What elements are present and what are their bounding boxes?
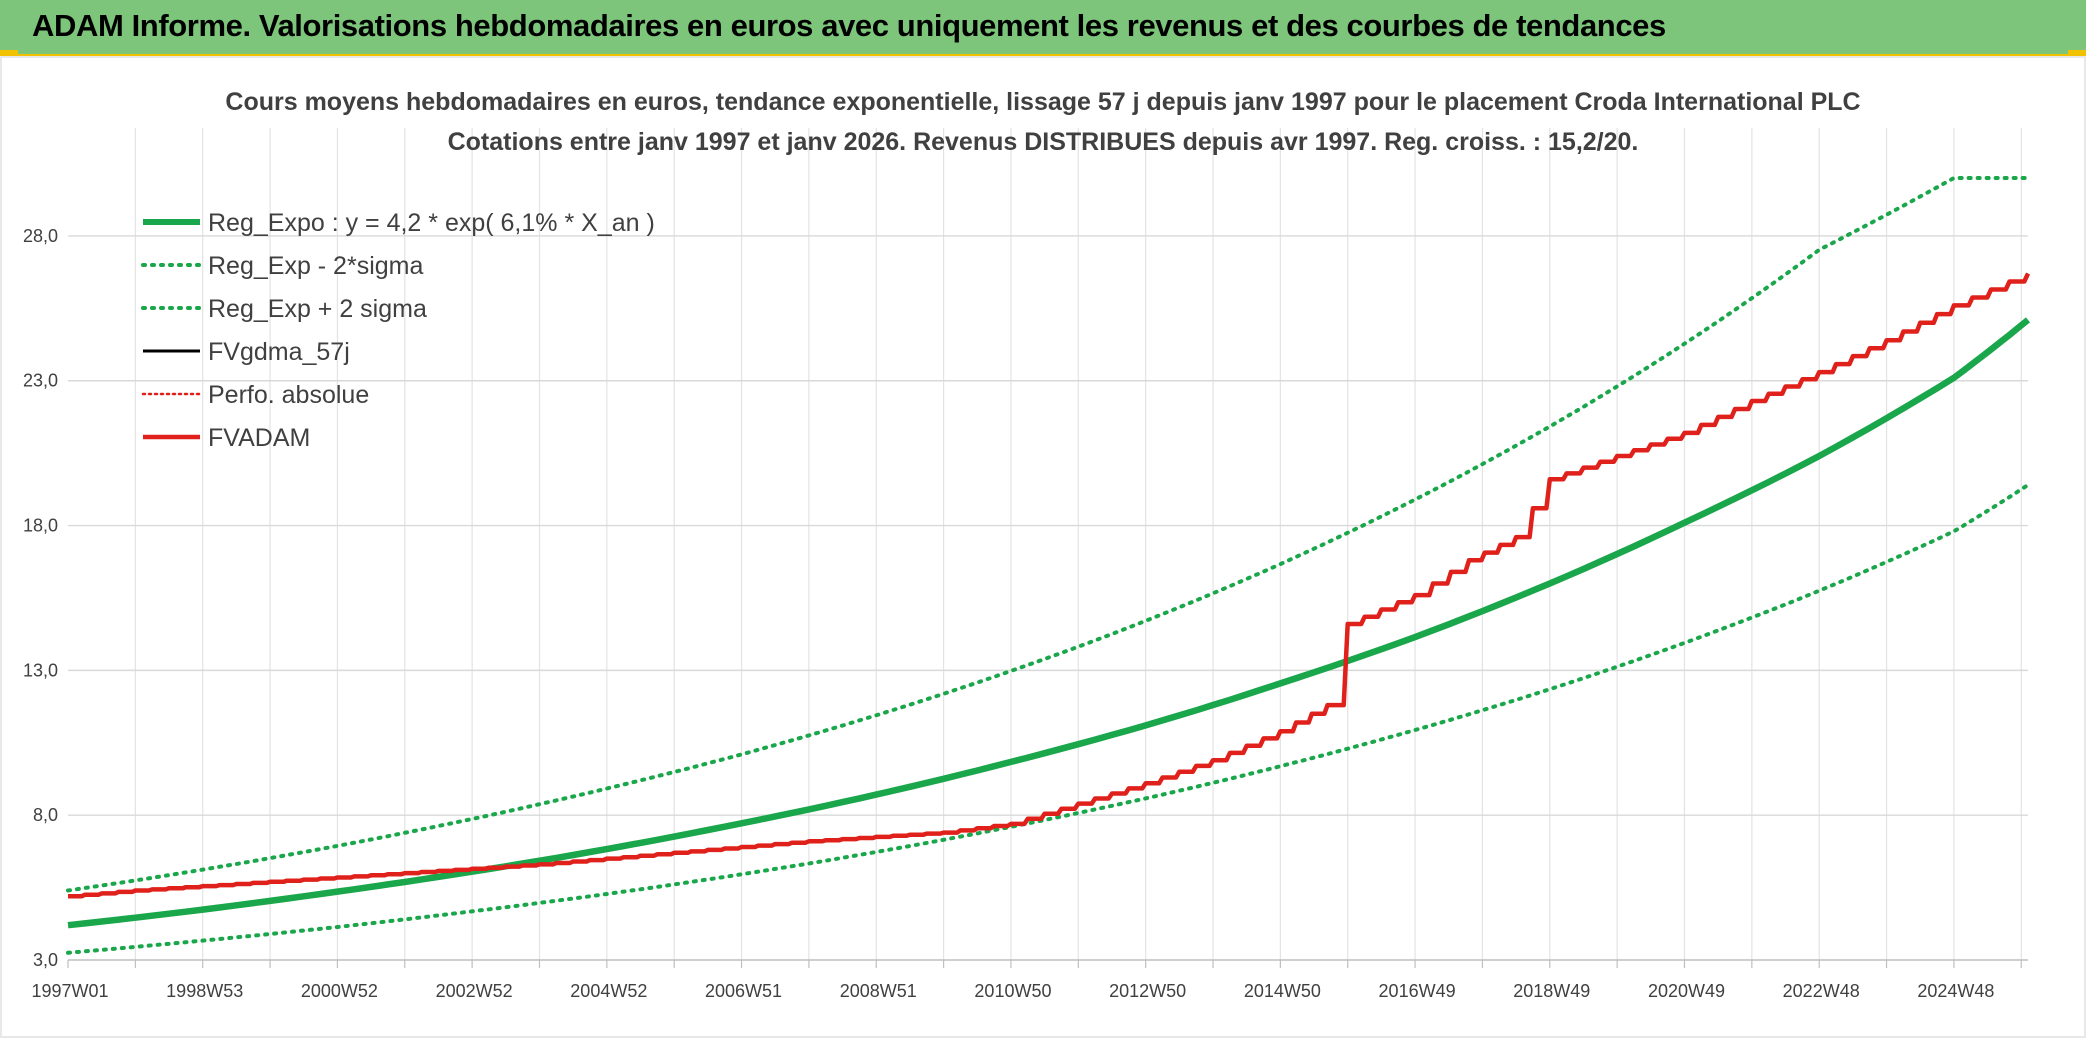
y-tick-label: 13,0 bbox=[23, 660, 58, 680]
series-fvadam bbox=[68, 272, 2031, 899]
series-reg-exp-plus-2sigma bbox=[66, 176, 2030, 893]
legend-label: Reg_Exp + 2 sigma bbox=[208, 295, 427, 323]
x-tick-label: 2014W50 bbox=[1244, 981, 1321, 1001]
chart-subtitle: Cotations entre janv 1997 et janv 2026. … bbox=[448, 128, 1639, 156]
x-tick-label: 2010W50 bbox=[974, 981, 1051, 1001]
x-tick-label: 2018W49 bbox=[1513, 981, 1590, 1001]
corner-mark-right bbox=[2068, 50, 2086, 58]
legend-label: FVADAM bbox=[208, 424, 310, 452]
series-reg-exp-minus-2sigma bbox=[66, 483, 2030, 955]
x-tick-label: 2016W49 bbox=[1379, 981, 1456, 1001]
chart-frame bbox=[0, 56, 2086, 1038]
y-tick-label: 3,0 bbox=[33, 950, 58, 970]
x-tick-label: 2000W52 bbox=[301, 981, 378, 1001]
x-tick-label: 2006W51 bbox=[705, 981, 782, 1001]
y-tick-label: 23,0 bbox=[23, 371, 58, 391]
chart-title: Cours moyens hebdomadaires en euros, ten… bbox=[225, 88, 1860, 116]
series bbox=[66, 176, 2031, 955]
series-fvgdma-57j bbox=[68, 272, 2030, 898]
series-reg-expo bbox=[67, 317, 2031, 929]
x-tick-label: 2012W50 bbox=[1109, 981, 1186, 1001]
x-tick-label: 2024W48 bbox=[1917, 981, 1994, 1001]
x-tick-label: 1998W53 bbox=[166, 981, 243, 1001]
legend-label: FVgdma_57j bbox=[208, 338, 350, 366]
x-tick-label: 2022W48 bbox=[1783, 981, 1860, 1001]
report-banner: ADAM Informe. Valorisations hebdomadaire… bbox=[0, 0, 2086, 56]
x-tick-label: 2002W52 bbox=[436, 981, 513, 1001]
axes: 3,0 8,0 13,0 18,0 23,0 28,0 1997W01 1998W53 2000… bbox=[23, 226, 2028, 1001]
x-tick-label: 2008W51 bbox=[840, 981, 917, 1001]
legend-label: Perfo. absolue bbox=[208, 381, 369, 409]
report-title: ADAM Informe. Valorisations hebdomadaire… bbox=[32, 8, 1666, 43]
y-tick-label: 18,0 bbox=[23, 516, 58, 536]
legend-label: Reg_Exp - 2*sigma bbox=[208, 252, 423, 280]
legend: Reg_Expo : y = 4,2 * exp( 6,1% * X_an ) R… bbox=[141, 209, 655, 452]
x-tick-label: 2020W49 bbox=[1648, 981, 1725, 1001]
x-tick-label: 2004W52 bbox=[570, 981, 647, 1001]
legend-label: Reg_Expo : y = 4,2 * exp( 6,1% * X_an ) bbox=[208, 209, 655, 237]
y-tick-label: 28,0 bbox=[23, 226, 58, 246]
corner-mark-left bbox=[0, 50, 18, 58]
y-tick-label: 8,0 bbox=[33, 805, 58, 825]
x-tick-label: 1997W01 bbox=[31, 981, 108, 1001]
